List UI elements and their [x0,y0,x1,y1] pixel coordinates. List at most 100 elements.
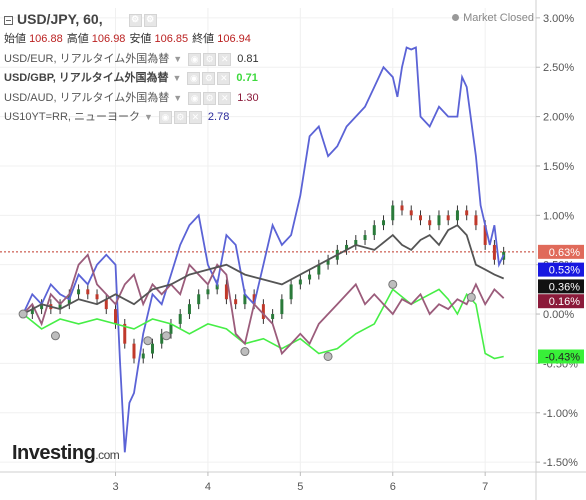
candle-body [446,215,450,221]
event-marker [143,336,153,346]
x-tick-label: 6 [390,481,396,493]
settings-gear-icon[interactable]: ⚙ [203,52,217,66]
candle-body [317,264,321,275]
candle-body [372,225,376,236]
candle-body [308,274,312,280]
candle-body [382,220,386,226]
chevron-down-icon[interactable]: ▼ [144,112,153,122]
candle-body [289,284,293,300]
candle-body [428,220,432,226]
candle-body [363,235,367,240]
logo-suffix: .com [95,448,120,462]
ohlc-row: 始値 106.88 高値 106.98 安値 106.85 終値 106.94 [4,30,259,50]
candle-body [141,353,145,359]
candle-body [492,244,496,260]
y-tick-label: 1.00% [543,210,574,222]
candle-body [30,309,34,315]
candle-body [261,304,265,319]
candle-body [280,299,284,315]
event-marker [466,292,476,302]
event-marker [18,309,28,319]
series-line-usdeur [22,46,505,453]
close-icon[interactable]: ✕ [218,52,232,66]
low-value: 106.85 [154,33,189,45]
legend-row-usdaud[interactable]: USD/AUD, リアルタイム外国為替 ▼ ◉ ⚙ ✕ 1.30 [4,89,259,109]
candle-body [114,309,118,324]
candle-body [215,284,219,290]
series-line-usdgbp [22,288,504,360]
chevron-down-icon[interactable]: ▼ [173,53,183,64]
legend-name: USD/GBP, リアルタイム外国為替 [4,72,169,84]
chevron-down-icon[interactable]: ▼ [172,73,182,83]
candle-body [197,294,201,305]
settings-gear-icon[interactable]: ⚙ [128,13,142,27]
end-label-usdjpy: 0.63% [549,247,580,259]
legend-row-usdgbp[interactable]: USD/GBP, リアルタイム外国為替 ▼ ◉ ⚙ ✕ 0.71 [4,69,259,89]
high-value: 106.98 [91,33,126,45]
y-tick-label: 0.00% [543,309,574,321]
main-symbol: USD/JPY, 60, [17,11,103,28]
candle-body [150,343,154,354]
grid [0,8,536,472]
open-value: 106.88 [29,33,63,45]
settings-gear-icon[interactable]: ⚙ [143,13,157,27]
legend-value: 1.30 [237,91,259,104]
close-icon[interactable]: ✕ [188,111,202,125]
low-label: 安値 [129,33,152,45]
market-status: Market Closed [452,12,534,24]
legend-name: US10YT=RR, ニューヨーク [4,111,140,123]
candle-body [409,210,413,216]
x-tick-label: 3 [112,481,118,493]
candle-body [437,215,441,226]
visibility-icon[interactable]: ◉ [158,111,172,125]
end-label-us10yt: 0.36% [549,281,580,293]
event-marker [50,331,60,341]
end-label-bg-usdaud [538,294,584,309]
main-symbol-row[interactable]: USD/JPY, 60, ⚙ ⚙ [4,10,259,30]
visibility-icon[interactable]: ◉ [188,52,202,66]
settings-gear-icon[interactable]: ⚙ [203,91,217,105]
candle-body [234,299,238,305]
legend-row-usdeur[interactable]: USD/EUR, リアルタイム外国為替 ▼ ◉ ⚙ ✕ 0.81 [4,50,259,70]
event-marker [240,347,250,357]
end-label-usdgbp: -0.43% [545,351,580,363]
row-controls: ◉ ⚙ ✕ [157,111,202,125]
investing-logo[interactable]: Investing.com [12,442,120,465]
series-line-usdaud [22,253,505,356]
visibility-icon[interactable]: ◉ [187,72,201,86]
y-tick-label: 2.50% [543,62,574,74]
main-controls: ⚙ ⚙ [127,13,157,27]
event-marker [161,331,171,341]
settings-gear-icon[interactable]: ⚙ [202,72,216,86]
chevron-down-icon[interactable]: ▼ [173,92,183,103]
candle-body [418,215,422,221]
legend-row-us10yt[interactable]: US10YT=RR, ニューヨーク ▼ ◉ ⚙ ✕ 2.78 [4,108,259,128]
open-label: 始値 [4,33,26,45]
candle-body [77,289,81,295]
candle-body [187,304,191,315]
end-label-usdaud: 0.16% [549,296,580,308]
close-icon[interactable]: ✕ [217,72,231,86]
row-controls: ◉ ⚙ ✕ [185,72,231,86]
candle-body [95,294,99,300]
y-tick-label: 3.00% [543,13,574,25]
x-tick-label: 4 [205,481,211,493]
candle-body [40,304,44,310]
candles [30,200,506,364]
visibility-icon[interactable]: ◉ [188,91,202,105]
legend-value: 2.78 [207,111,230,123]
y-tick-label: -1.50% [543,457,578,469]
event-marker [323,351,333,361]
end-label-bg-usdgbp [538,349,584,364]
x-tick-label: 7 [482,481,488,493]
candle-body [391,205,395,221]
row-controls: ◉ ⚙ ✕ [186,52,232,66]
collapse-icon[interactable] [4,15,13,25]
candle-body [206,289,210,295]
settings-gear-icon[interactable]: ⚙ [173,111,187,125]
close-label: 終値 [192,33,215,45]
close-icon[interactable]: ✕ [218,91,232,105]
candle-body [271,314,275,319]
end-label-usdeur: 0.53% [549,265,580,277]
